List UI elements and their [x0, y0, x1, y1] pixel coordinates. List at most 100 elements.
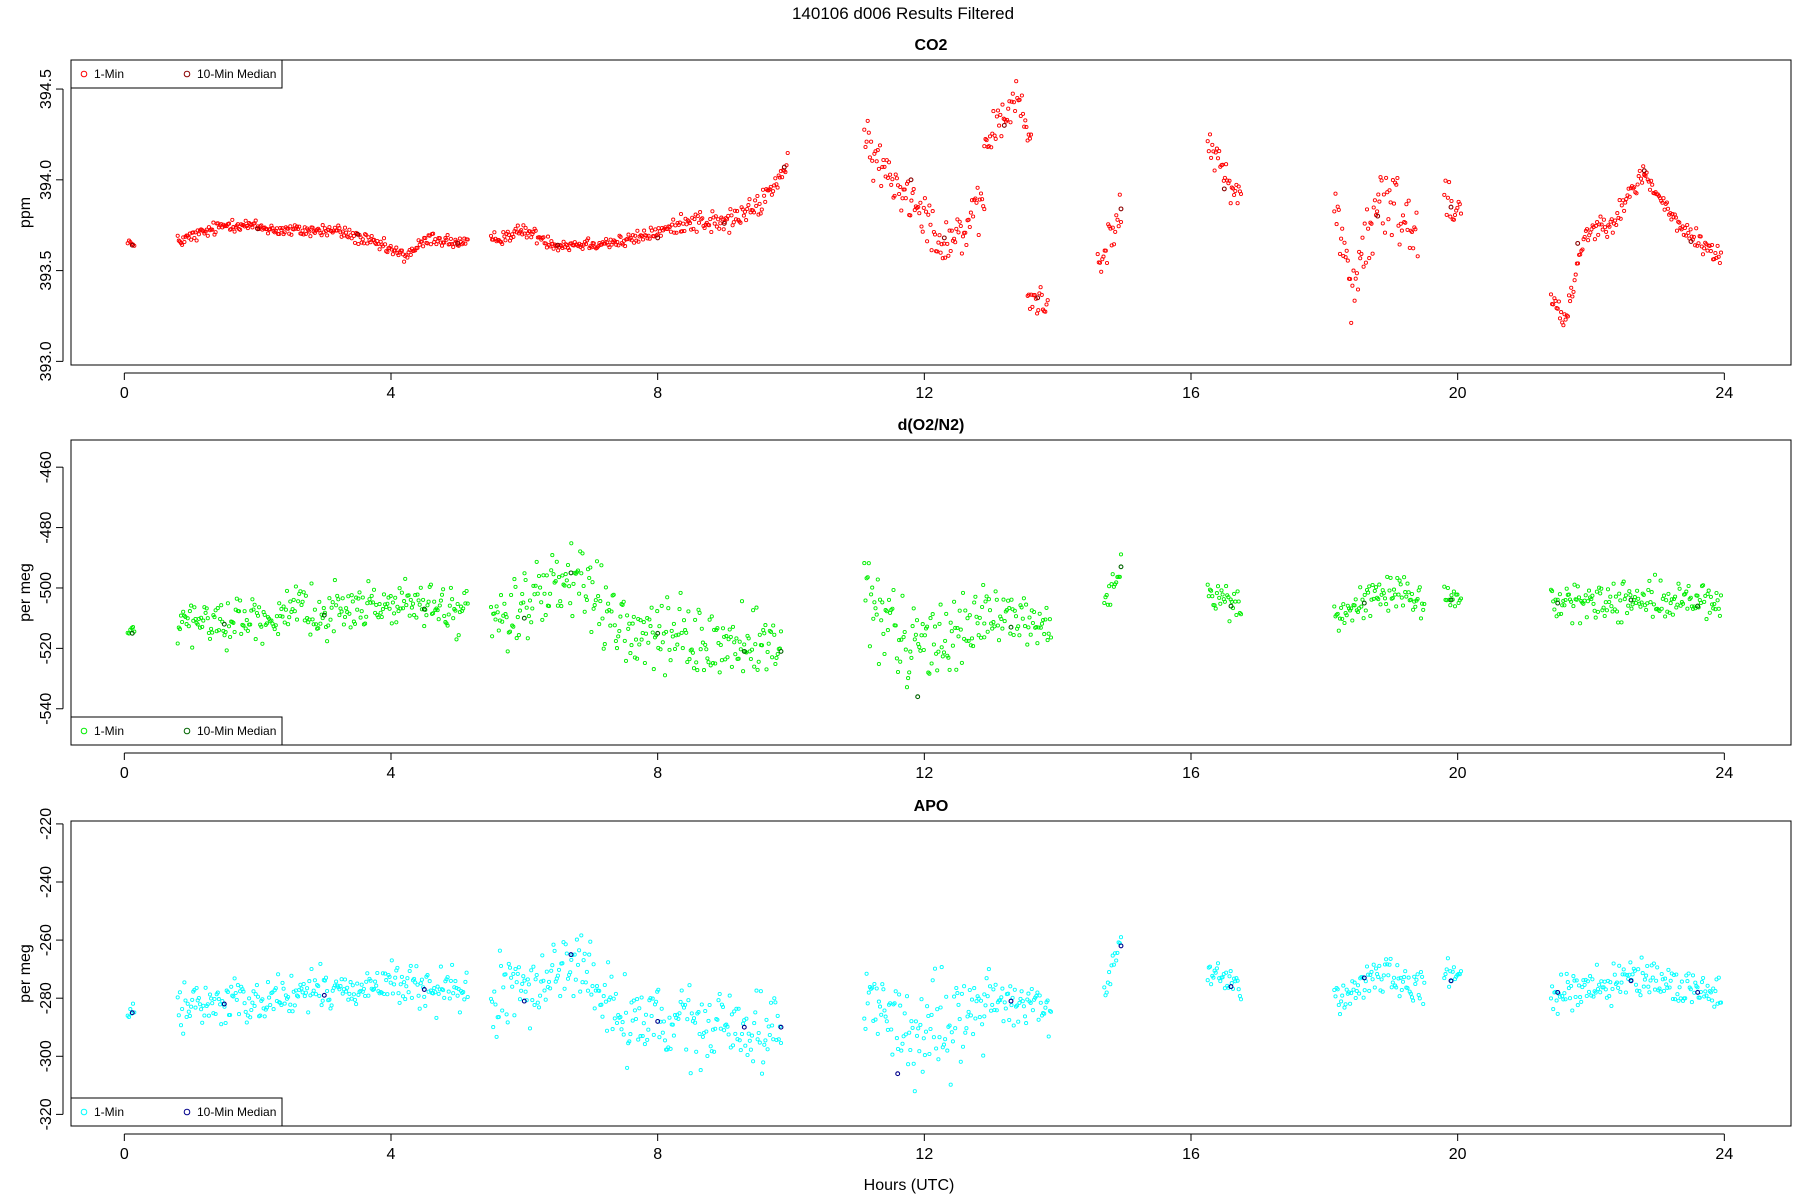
data-point-1min: [226, 624, 232, 629]
data-point-1min: [712, 627, 717, 632]
data-point-1min: [193, 230, 198, 235]
data-point-1min: [939, 965, 944, 970]
data-point-1min: [693, 617, 698, 622]
data-point-1min: [630, 621, 635, 626]
data-point-1min: [1108, 602, 1113, 607]
data-point-1min: [498, 593, 504, 598]
data-point-1min: [592, 603, 597, 608]
data-point-1min: [1588, 230, 1593, 235]
data-point-1min: [392, 982, 397, 987]
data-point-1min: [771, 623, 776, 628]
data-point-1min: [1214, 966, 1219, 971]
data-point-1min: [332, 578, 337, 583]
data-point-1min: [753, 198, 758, 203]
data-point-1min: [1235, 978, 1240, 983]
data-point-1min: [1620, 198, 1626, 203]
x-tick-label-apo: 12: [915, 1146, 933, 1163]
data-point-1min: [1714, 590, 1719, 596]
y-tick-label-apo: -220: [38, 808, 55, 840]
data-point-1min: [1693, 980, 1698, 985]
data-point-1min: [613, 239, 618, 244]
data-point-1min: [1047, 617, 1052, 622]
data-point-1min: [452, 985, 457, 990]
data-point-1min: [1698, 234, 1703, 239]
data-point-1min: [1586, 989, 1592, 994]
data-point-1min: [1021, 596, 1026, 601]
data-point-1min: [453, 979, 458, 984]
data-point-1min: [178, 613, 184, 618]
data-point-1min: [1000, 626, 1005, 631]
data-point-1min: [1213, 150, 1218, 155]
data-point-1min: [1384, 957, 1389, 962]
data-point-1min: [241, 989, 246, 994]
data-point-1min: [414, 964, 419, 969]
data-point-1min: [716, 998, 721, 1003]
data-point-1min: [504, 1012, 509, 1017]
data-point-1min: [1654, 978, 1659, 983]
data-point-1min: [1391, 201, 1397, 206]
data-point-1min: [756, 659, 761, 664]
data-point-1min: [1027, 306, 1033, 311]
data-point-1min: [1011, 100, 1016, 105]
data-point-1min: [1580, 247, 1585, 252]
data-point-1min: [439, 243, 445, 248]
data-point-1min: [982, 144, 987, 149]
data-point-median: [1448, 204, 1454, 210]
data-point-1min: [1686, 583, 1691, 589]
data-point-1min: [1217, 595, 1222, 600]
data-point-1min: [1673, 594, 1678, 599]
data-point-1min: [347, 227, 352, 232]
data-point-1min: [700, 1034, 705, 1039]
data-point-1min: [601, 994, 606, 999]
data-point-1min: [412, 976, 417, 981]
data-point-1min: [278, 613, 283, 619]
data-point-1min: [308, 632, 313, 637]
data-point-1min: [359, 609, 364, 614]
data-point-1min: [1590, 593, 1595, 598]
x-tick-label-o2: 8: [653, 765, 662, 782]
data-point-1min: [1008, 631, 1013, 636]
data-point-1min: [1236, 599, 1241, 604]
data-point-1min: [1413, 981, 1418, 987]
data-point-1min: [666, 606, 671, 611]
data-point-1min: [911, 187, 916, 192]
data-point-1min: [524, 605, 529, 610]
data-point-1min: [940, 256, 945, 261]
data-point-1min: [389, 621, 394, 626]
data-point-1min: [1045, 998, 1050, 1003]
data-point-1min: [1635, 182, 1640, 187]
legend-marker-median: [183, 727, 191, 735]
data-point-1min: [1099, 269, 1104, 274]
data-point-1min: [244, 224, 249, 229]
data-point-1min: [675, 642, 680, 647]
data-point-1min: [254, 983, 259, 988]
data-point-1min: [283, 607, 288, 612]
data-point-1min: [1337, 1012, 1343, 1017]
data-point-1min: [1026, 625, 1031, 630]
data-point-1min: [303, 593, 308, 598]
data-point-1min: [881, 987, 886, 992]
y-tick-label-co2: 394.0: [38, 160, 55, 200]
data-point-1min: [1616, 985, 1621, 990]
data-point-1min: [707, 1002, 712, 1008]
data-point-1min: [342, 225, 348, 230]
data-point-1min: [176, 1013, 181, 1018]
data-point-1min: [311, 622, 316, 627]
data-point-1min: [1680, 601, 1686, 606]
data-point-1min: [177, 627, 182, 632]
data-point-1min: [1630, 972, 1635, 977]
data-point-1min: [327, 225, 332, 230]
data-point-1min: [380, 244, 385, 249]
data-point-1min: [1407, 245, 1412, 250]
data-point-1min: [1635, 988, 1640, 993]
data-point-1min: [580, 246, 585, 251]
data-point-1min: [433, 237, 438, 242]
data-point-1min: [729, 664, 734, 669]
data-point-1min: [1413, 604, 1418, 609]
data-point-1min: [774, 655, 779, 660]
data-point-1min: [1361, 264, 1366, 269]
data-point-1min: [1395, 963, 1400, 968]
data-point-1min: [303, 990, 308, 995]
data-point-median: [1008, 998, 1014, 1004]
data-point-1min: [1632, 185, 1637, 190]
